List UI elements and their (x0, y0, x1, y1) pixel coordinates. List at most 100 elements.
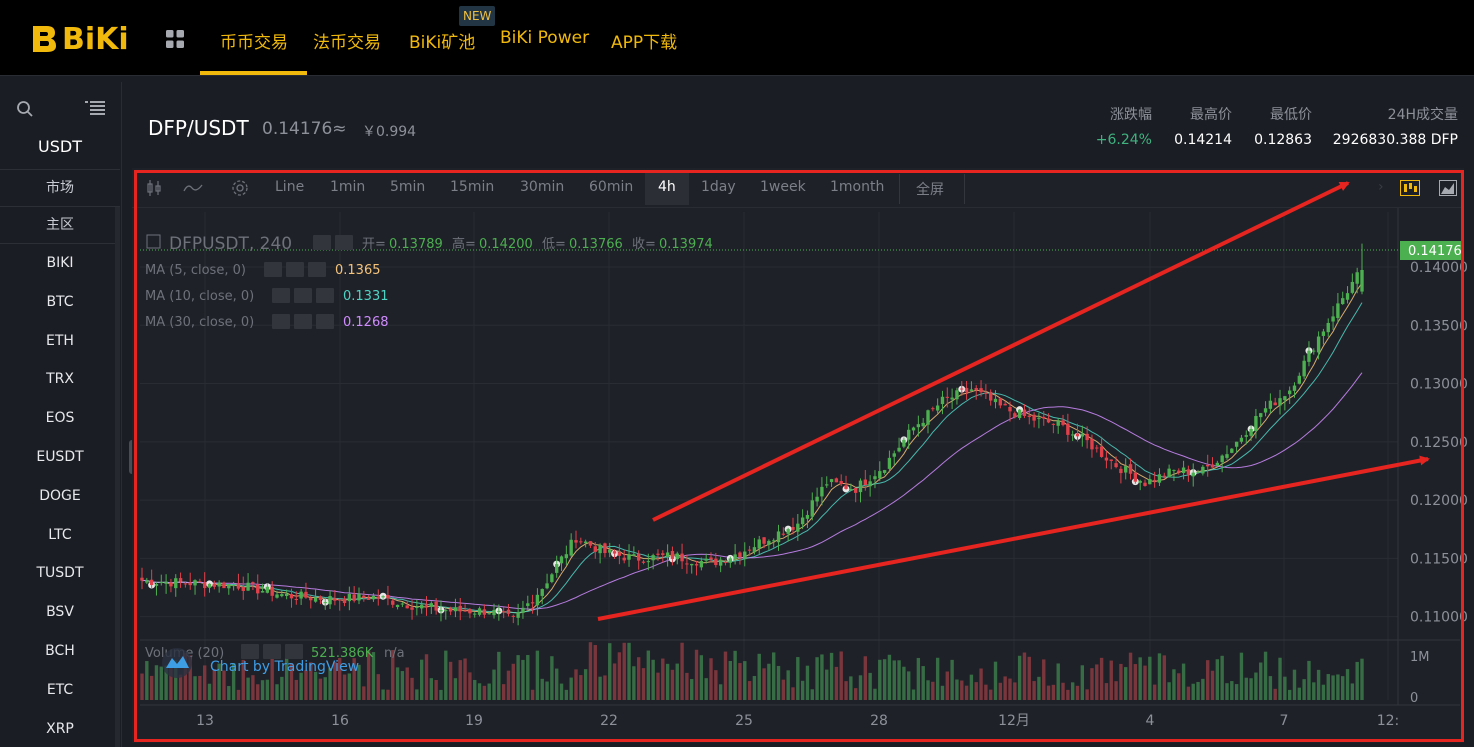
coin-etc[interactable]: ETC (46, 681, 74, 698)
volume-bar (1302, 679, 1306, 700)
volume-bar (246, 677, 250, 700)
stat-low-label: 最低价 (1270, 107, 1312, 123)
candle-body (1355, 272, 1359, 284)
nav-app-download[interactable]: APP下载 (611, 33, 678, 53)
candle-body (516, 612, 520, 618)
volume-bar (357, 664, 361, 700)
coin-eos[interactable]: EOS (45, 410, 75, 427)
coin-tusdt[interactable]: TUSDT (36, 565, 84, 582)
ma-tool-icon (316, 288, 334, 303)
volume-bar (1215, 659, 1220, 700)
volume-bar (849, 676, 853, 700)
volume-bar (550, 656, 554, 700)
time-tick-label: 16 (331, 713, 349, 729)
tab-market[interactable]: 市场 (0, 170, 120, 207)
candlestick-type-icon[interactable] (146, 179, 162, 197)
coin-btc[interactable]: BTC (46, 293, 74, 310)
volume-bar (1148, 656, 1152, 700)
coin-xrp[interactable]: XRP (46, 720, 74, 737)
interval-30min[interactable]: 30min (520, 179, 565, 195)
chart-type-line[interactable]: Line (275, 179, 305, 195)
coin-doge[interactable]: DOGE (39, 487, 81, 504)
line-indicator-icon[interactable] (183, 182, 203, 194)
coin-bch[interactable]: BCH (45, 643, 75, 659)
volume-bar (140, 673, 144, 700)
apps-grid-icon[interactable] (165, 29, 185, 49)
ma-tool-icon (286, 262, 304, 277)
volume-bar (439, 689, 443, 700)
candle-body (280, 594, 284, 597)
settings-gear-icon[interactable] (231, 179, 249, 197)
volume-bar (497, 651, 501, 700)
volume-bar (1037, 676, 1041, 700)
volume-bar (829, 652, 834, 700)
interval-60min[interactable]: 60min (589, 179, 634, 195)
volume-bar (1085, 689, 1089, 700)
candle-body (583, 541, 588, 544)
coin-eusdt[interactable]: EUSDT (36, 449, 84, 465)
collapse-legend-icon (146, 234, 161, 249)
volume-bar (1172, 669, 1176, 700)
coin-bsv[interactable]: BSV (46, 604, 74, 621)
ma-tool-icon (294, 314, 312, 329)
ohlc-value: 0.14200 (479, 237, 533, 252)
volume-bar (1152, 684, 1157, 700)
volume-bar (415, 689, 419, 700)
nav-biki-pool[interactable]: BiKi矿池 (409, 33, 476, 53)
volume-bar (1162, 655, 1166, 700)
coin-eth[interactable]: ETH (46, 332, 74, 349)
volume-bar (1095, 664, 1099, 700)
ma-tool-icon (316, 314, 334, 329)
tab-main-zone[interactable]: 主区 (0, 207, 120, 244)
ma-legend-value: 0.1331 (343, 289, 389, 304)
coin-trx[interactable]: TRX (46, 371, 74, 388)
volume-bar (776, 665, 781, 700)
volume-bar (964, 685, 969, 700)
candle-body (154, 583, 159, 586)
candle-body (328, 595, 332, 605)
volume-bar (506, 670, 511, 700)
candle-body (294, 599, 298, 601)
volume-bar (1345, 669, 1350, 700)
sidebar-scrollbar[interactable] (115, 207, 120, 747)
quote-currency-usdt[interactable]: USDT (0, 132, 120, 170)
volume-bar (781, 679, 786, 700)
volume-bar (1022, 652, 1027, 700)
volume-bar (251, 675, 255, 700)
volume-bar (207, 683, 212, 700)
candle-body (188, 582, 192, 586)
nav-spot-trading[interactable]: 币币交易 (220, 33, 288, 53)
volume-bar (391, 650, 395, 700)
nav-biki-power[interactable]: BiKi Power (500, 28, 590, 48)
search-icon[interactable] (16, 100, 34, 118)
volume-bar (1230, 681, 1234, 700)
volume-bar (718, 684, 723, 700)
candle-body (405, 605, 409, 609)
interval-1min[interactable]: 1min (330, 179, 366, 195)
coin-ltc[interactable]: LTC (48, 526, 72, 543)
interval-5min[interactable]: 5min (390, 179, 426, 195)
candle-body (178, 578, 183, 582)
volume-bar (1066, 689, 1070, 700)
interval-15min[interactable]: 15min (450, 179, 495, 195)
coin-biki[interactable]: BIKI (46, 255, 74, 271)
ma-tool-icon (294, 288, 312, 303)
time-tick-label: 7 (1280, 713, 1289, 729)
candle-style-icon[interactable] (1400, 180, 1420, 196)
volume-bar (955, 679, 959, 700)
volume-bar (501, 684, 506, 700)
biki-logo[interactable]: BiKi (30, 22, 129, 57)
ma-tool-icon (264, 262, 282, 277)
volume-bar (289, 663, 294, 700)
volume-bar (1206, 660, 1210, 700)
nav-otc-trading[interactable]: 法币交易 (313, 33, 381, 53)
list-menu-icon[interactable] (85, 100, 105, 116)
volume-bar (839, 651, 843, 700)
volume-bar (424, 654, 429, 700)
volume-bar (603, 675, 607, 700)
volume-bar (989, 689, 993, 700)
volume-legend-value: 521.386K (311, 646, 374, 661)
area-chart-icon[interactable] (1439, 180, 1457, 196)
candle-body (1360, 270, 1364, 292)
ma-legend-label: MA (10, close, 0) (145, 289, 254, 304)
